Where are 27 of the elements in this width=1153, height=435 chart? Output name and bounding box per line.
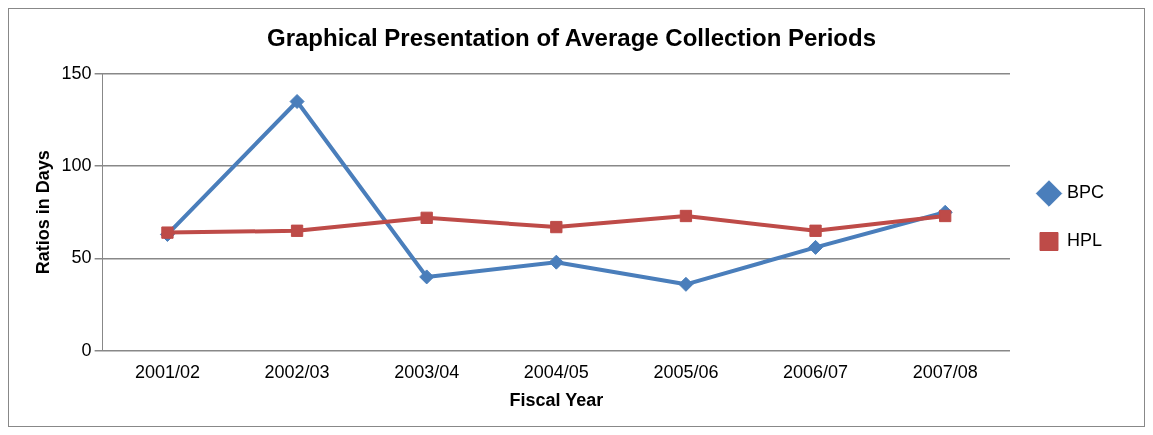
point bbox=[939, 209, 952, 223]
point bbox=[550, 220, 563, 234]
point bbox=[809, 224, 822, 237]
point bbox=[678, 276, 694, 292]
y-tick-label: 150 bbox=[61, 62, 92, 83]
legend-label: HPL bbox=[1066, 230, 1102, 251]
y-tick-label: 0 bbox=[81, 339, 92, 360]
y-tick-label: 50 bbox=[71, 247, 92, 268]
point bbox=[420, 211, 433, 224]
point bbox=[419, 269, 435, 285]
x-tick-label: 2003/04 bbox=[394, 361, 460, 382]
x-tick-label: 2006/07 bbox=[783, 361, 849, 382]
chart-title: Graphical Presentation of Average Collection Periods bbox=[266, 24, 877, 52]
point bbox=[548, 254, 564, 270]
x-tick-label: 2005/06 bbox=[653, 361, 719, 382]
y-tick-label: 100 bbox=[61, 155, 92, 176]
legend-label: BPC bbox=[1066, 182, 1104, 203]
point bbox=[290, 224, 304, 237]
x-tick-label: 2001/02 bbox=[134, 361, 200, 382]
x-axis-title: Fiscal Year bbox=[509, 390, 604, 411]
x-tick-label: 2007/08 bbox=[912, 361, 978, 382]
point bbox=[808, 239, 824, 255]
point bbox=[289, 94, 305, 109]
y-axis-title: Ratios in Days bbox=[32, 150, 53, 275]
point bbox=[679, 209, 693, 223]
x-tick-label: 2002/03 bbox=[264, 361, 330, 382]
x-tick-label: 2004/05 bbox=[523, 361, 589, 382]
